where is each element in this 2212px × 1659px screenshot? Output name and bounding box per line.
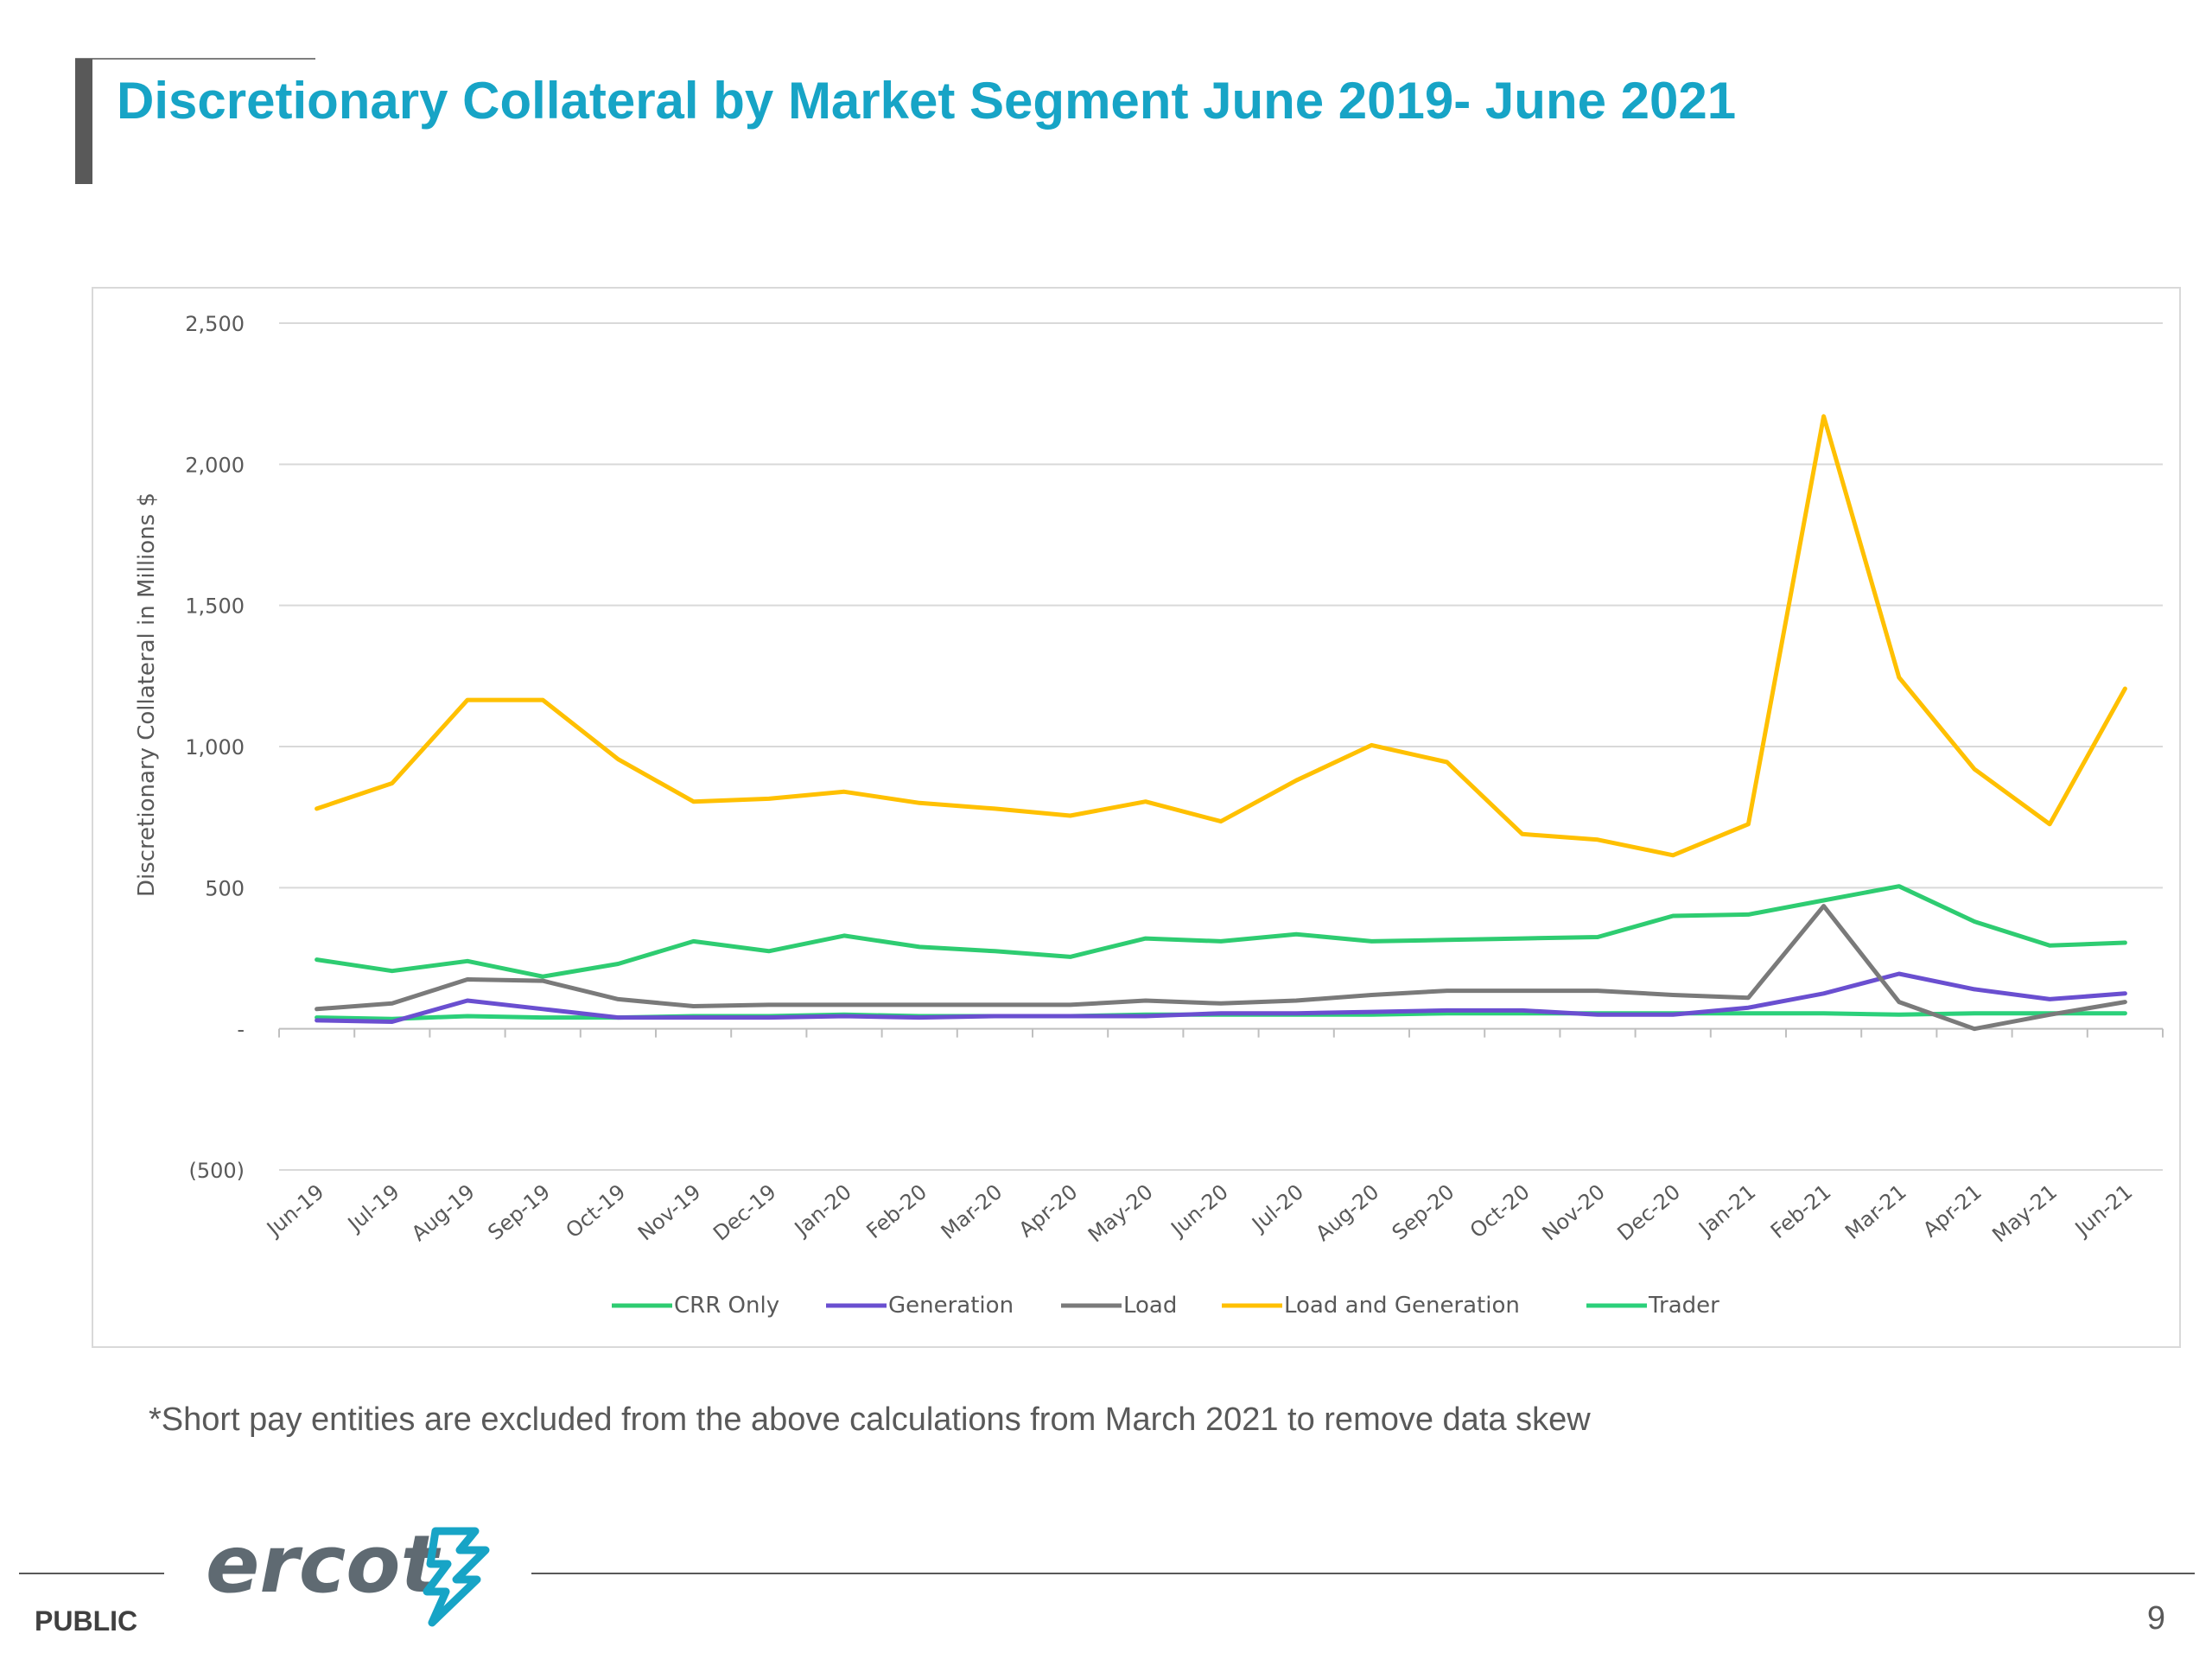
title-accent-bar <box>75 59 92 184</box>
x-tick-label: Mar-21 <box>1840 1179 1911 1244</box>
x-tick-label: Feb-21 <box>1766 1179 1836 1243</box>
legend-label: Trader <box>1648 1293 1719 1319</box>
x-tick-label: Feb-20 <box>861 1179 931 1243</box>
x-tick-label: Jul-20 <box>1246 1179 1308 1237</box>
bolt-icon <box>423 1527 490 1627</box>
x-tick-label: May-20 <box>1084 1179 1158 1247</box>
x-tick-label: Jun-21 <box>2069 1179 2137 1242</box>
y-tick-label: 2,000 <box>185 453 245 477</box>
page-number: 9 <box>2146 1600 2165 1637</box>
y-tick-label: (500) <box>188 1159 245 1183</box>
chart-frame: (500) -500 1,000 1,500 2,000 2,500 Jun-19 Jul-… <box>92 287 2181 1348</box>
y-tick-label: 500 <box>205 876 245 900</box>
x-tick-label: Dec-19 <box>709 1179 781 1245</box>
legend-label: CRR Only <box>674 1293 779 1319</box>
y-tick-label: 1,000 <box>185 735 245 760</box>
x-tick-label: Oct-19 <box>561 1179 630 1243</box>
series-line-load <box>315 904 2127 1032</box>
x-tick-label: Jan-20 <box>789 1179 856 1242</box>
x-axis-tick-labels: Jun-19 Jul-19 Aug-19 Sep-19 Oct-19 Nov-19 Dec-… <box>261 1179 2137 1247</box>
y-tick-label: 2,500 <box>185 312 245 336</box>
x-tick-label: Apr-20 <box>1014 1179 1083 1242</box>
y-tick-label: 1,500 <box>185 594 245 619</box>
x-tick-label: Aug-19 <box>407 1179 480 1246</box>
legend-label: Load and Generation <box>1284 1293 1520 1319</box>
footer-rule-right <box>531 1573 2195 1574</box>
legend-label: Load <box>1123 1293 1177 1319</box>
x-tick-label: Mar-20 <box>937 1179 1007 1244</box>
x-tick-label: Apr-21 <box>1918 1179 1986 1242</box>
footnote: *Short pay entities are excluded from th… <box>149 1402 1591 1438</box>
slide-title: Discretionary Collateral by Market Segme… <box>117 72 1737 130</box>
legend-label: Generation <box>888 1293 1014 1319</box>
x-tick-label: Jun-19 <box>261 1179 328 1242</box>
classification-label: PUBLIC <box>35 1605 138 1637</box>
series-line-load-and-generation <box>315 414 2127 858</box>
x-tick-label: Sep-19 <box>483 1179 555 1245</box>
x-tick-label: Oct-20 <box>1465 1179 1535 1243</box>
x-tick-label: May-21 <box>1987 1179 2062 1247</box>
ercot-logo: ercot <box>206 1518 490 1627</box>
x-tick-label: Nov-19 <box>633 1179 705 1245</box>
svg-text:ercot: ercot <box>206 1518 442 1611</box>
x-tick-label: Nov-20 <box>1537 1179 1609 1245</box>
footer-rule-left <box>19 1573 164 1574</box>
x-tick-label: Dec-20 <box>1612 1179 1685 1245</box>
gridlines <box>278 322 2164 1171</box>
y-tick-label: - <box>237 1018 245 1042</box>
title-top-rule <box>75 58 315 60</box>
series-line-crr-only <box>315 884 2127 979</box>
y-axis-label: Discretionary Collateral in Millions $ <box>134 493 160 897</box>
x-tick-label: Jun-20 <box>1166 1179 1233 1242</box>
series-line-generation <box>315 971 2127 1024</box>
x-tick-label: Aug-20 <box>1311 1179 1383 1246</box>
legend: CRR Only Generation Load Load and Generatio… <box>612 1293 1719 1319</box>
y-axis-tick-labels: (500) - 500 1,000 1,500 2,000 2,500 <box>185 312 245 1183</box>
series-lines <box>315 414 2127 1032</box>
x-tick-label: Jul-19 <box>342 1179 404 1237</box>
x-tick-label: Sep-20 <box>1388 1179 1459 1245</box>
x-tick-label: Jan-21 <box>1693 1179 1760 1242</box>
